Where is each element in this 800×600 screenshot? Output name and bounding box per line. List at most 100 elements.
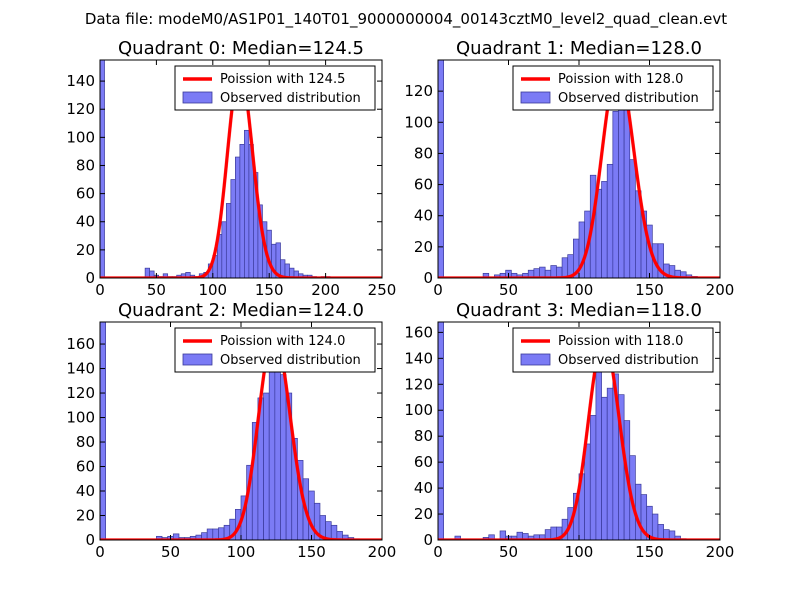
legend: Poission with 118.0 Observed distribution xyxy=(512,327,714,373)
x-tick-label: 100 xyxy=(227,543,256,561)
histogram-bar xyxy=(221,221,227,278)
legend-label-poisson: Poission with 124.0 xyxy=(220,334,345,349)
legend-bar-swatch xyxy=(520,91,551,104)
legend: Poission with 128.0 Observed distribution xyxy=(512,65,714,111)
x-tick-label: 250 xyxy=(368,281,397,299)
x-tick-label: 0 xyxy=(433,543,443,561)
y-tick-label: 40 xyxy=(414,479,433,497)
y-tick-label: 80 xyxy=(76,156,95,174)
y-tick-label: 20 xyxy=(414,505,433,523)
histogram-bar xyxy=(330,524,338,540)
histogram-bar xyxy=(308,490,315,540)
y-tick-label: 100 xyxy=(66,128,95,146)
histogram-bar xyxy=(482,272,490,278)
x-tick-label: 100 xyxy=(198,281,227,299)
subplot-quadrant-3: 0 50 100 150 200 0 20 40 60 80 100 120 140 160 Quadran… xyxy=(404,300,734,561)
y-tick-label: 60 xyxy=(76,458,95,476)
histogram-bar xyxy=(629,159,636,278)
x-tick-label: 0 xyxy=(95,543,105,561)
x-tick-label: 0 xyxy=(433,281,443,299)
subplot-title: Quadrant 3: Median=118.0 xyxy=(456,300,702,321)
x-tick-label: 150 xyxy=(635,281,664,299)
x-tick-label: 100 xyxy=(565,281,594,299)
histogram-bar xyxy=(280,374,287,540)
x-tick-label: 0 xyxy=(95,281,105,299)
y-tick-label: 120 xyxy=(404,375,433,393)
y-tick-label: 60 xyxy=(76,185,95,203)
histogram-bar xyxy=(601,396,608,540)
histogram-bar xyxy=(601,181,608,278)
legend-bar-swatch xyxy=(182,353,213,366)
histogram-bar xyxy=(618,93,625,278)
y-tick-label: 60 xyxy=(414,453,433,471)
y-tick-label: 80 xyxy=(76,433,95,451)
histogram-bar xyxy=(589,415,597,540)
y-tick-label: 120 xyxy=(66,100,95,118)
poisson-curve xyxy=(438,67,720,278)
y-tick-label: 120 xyxy=(404,82,433,100)
legend-bar-swatch xyxy=(182,91,213,104)
x-tick-label: 200 xyxy=(311,281,340,299)
plot-area xyxy=(438,60,720,278)
y-tick-label: 0 xyxy=(423,531,433,549)
histogram-bar xyxy=(657,243,664,278)
legend: Poission with 124.0 Observed distribution xyxy=(174,327,376,373)
y-tick-label: 20 xyxy=(414,238,433,256)
legend-label-poisson: Poission with 118.0 xyxy=(558,334,683,349)
y-tick-label: 40 xyxy=(414,207,433,225)
x-tick-label: 100 xyxy=(565,543,594,561)
y-tick-label: 0 xyxy=(423,269,433,287)
histogram-bar xyxy=(100,60,105,278)
y-tick-label: 160 xyxy=(66,335,95,353)
x-tick-label: 150 xyxy=(255,281,284,299)
histogram-bar xyxy=(550,265,557,278)
y-tick-label: 0 xyxy=(85,269,95,287)
y-tick-label: 0 xyxy=(85,531,95,549)
x-tick-label: 50 xyxy=(499,281,518,299)
legend-bar-swatch xyxy=(520,353,551,366)
y-tick-label: 160 xyxy=(404,323,433,341)
y-tick-label: 100 xyxy=(404,401,433,419)
histogram-bar xyxy=(561,257,569,278)
histogram-bar xyxy=(438,322,444,540)
y-tick-label: 100 xyxy=(404,113,433,131)
histogram-bar xyxy=(149,270,155,278)
y-tick-label: 80 xyxy=(414,144,433,162)
y-tick-label: 120 xyxy=(66,384,95,402)
legend-label-poisson: Poission with 124.5 xyxy=(220,72,345,87)
y-tick-label: 80 xyxy=(414,427,433,445)
y-tick-label: 40 xyxy=(76,482,95,500)
subplot-quadrant-0: 0 50 100 150 200 250 0 20 40 60 80 100 120 140 Quadran… xyxy=(66,38,396,299)
histogram-bar xyxy=(584,443,591,540)
histogram-bar xyxy=(239,144,245,278)
legend-label-observed: Observed distribution xyxy=(220,353,361,368)
legend-label-observed: Observed distribution xyxy=(558,91,699,106)
histogram-bar xyxy=(263,392,270,540)
histogram-bar xyxy=(225,203,232,278)
y-tick-label: 20 xyxy=(76,241,95,259)
histogram-bar xyxy=(499,530,507,540)
y-tick-label: 140 xyxy=(66,72,95,90)
axes-frame xyxy=(99,59,383,279)
subplot-title: Quadrant 0: Median=124.5 xyxy=(118,38,364,59)
subplot-quadrant-2: 0 50 100 150 200020406080100120140160Quadran… xyxy=(66,300,396,561)
x-tick-label: 50 xyxy=(161,543,180,561)
legend: Poission with 124.5 Observed distribution xyxy=(174,65,376,111)
histogram-bar xyxy=(668,530,676,540)
x-tick-label: 50 xyxy=(499,543,518,561)
figure-suptitle: Data file: modeM0/AS1P01_140T01_90000000… xyxy=(85,10,727,29)
subplot-quadrant-1: 0 50 100 150 200 0 20 40 60 80 100 120 Quadrant 1: M… xyxy=(404,38,734,299)
y-tick-label: 40 xyxy=(76,213,95,231)
legend-label-observed: Observed distribution xyxy=(220,91,361,106)
histogram-bar xyxy=(230,179,236,278)
histogram-bar xyxy=(274,358,281,540)
histogram-bar xyxy=(595,364,602,540)
y-tick-label: 140 xyxy=(404,349,433,367)
y-tick-label: 20 xyxy=(76,507,95,525)
x-tick-label: 150 xyxy=(635,543,664,561)
histogram-bar xyxy=(606,387,614,540)
histogram-bar xyxy=(612,111,619,278)
histogram-bar xyxy=(100,322,106,540)
legend-label-poisson: Poission with 128.0 xyxy=(558,72,683,87)
histogram-bar xyxy=(606,163,614,278)
